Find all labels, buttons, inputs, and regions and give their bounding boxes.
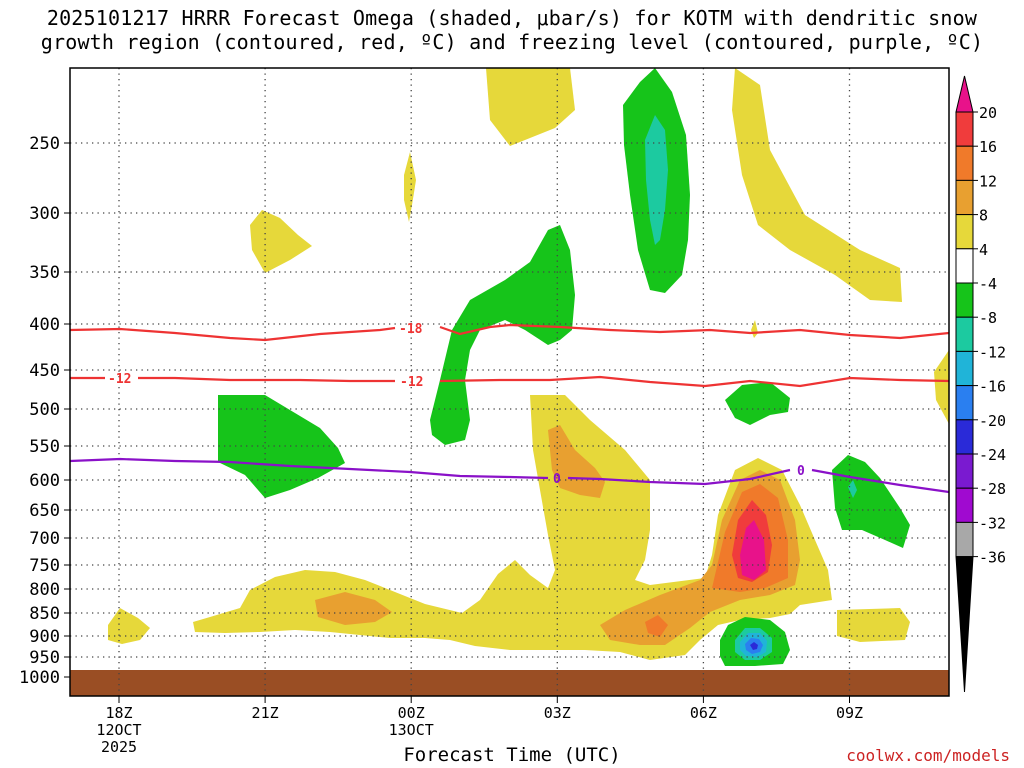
shade-yellow-spike-270 bbox=[404, 152, 416, 222]
contour-minus-18 bbox=[70, 323, 949, 342]
shade-yellow-spec-410 bbox=[751, 320, 758, 338]
shade-yellow-top-left bbox=[486, 68, 575, 146]
contour-label-minus-12-mid: -12 bbox=[400, 375, 423, 390]
pressure-tick-label: 300 bbox=[29, 204, 60, 224]
ground-below-surface bbox=[70, 670, 949, 696]
shade-8-12-b bbox=[315, 592, 392, 625]
pressure-tick-label: 650 bbox=[29, 501, 60, 521]
colorbar-segment bbox=[955, 385, 974, 421]
colorbar-segment bbox=[955, 145, 974, 181]
time-tick-label: 13OCT bbox=[389, 721, 434, 739]
colorbar-segment bbox=[955, 282, 974, 318]
colorbar-segment bbox=[955, 179, 974, 216]
shade-green-mid-right bbox=[725, 382, 790, 425]
time-tick-label: 06Z bbox=[690, 704, 717, 722]
contour-zero-freezing-level bbox=[70, 457, 949, 494]
colorbar-segment bbox=[955, 248, 974, 284]
colorbar-label: -24 bbox=[979, 446, 1006, 464]
colorbar-label: -20 bbox=[979, 412, 1006, 430]
colorbar-top-arrow bbox=[955, 75, 974, 113]
colorbar-label: -32 bbox=[979, 514, 1006, 532]
omega-shading bbox=[70, 68, 949, 696]
shade-green-left bbox=[218, 395, 345, 498]
shade-yellow-right-edge bbox=[934, 350, 949, 424]
time-tick-label: 21Z bbox=[252, 704, 279, 722]
shade-teal-top bbox=[645, 115, 668, 245]
colorbar-segment bbox=[955, 350, 974, 387]
pressure-tick-label: 400 bbox=[29, 315, 60, 335]
grid-lines bbox=[70, 68, 949, 696]
shade-yellow-lower-right bbox=[837, 608, 910, 642]
time-tick-label: 2025 bbox=[101, 738, 137, 756]
time-tick-label: 18Z bbox=[105, 704, 132, 722]
pressure-tick-label: 550 bbox=[29, 437, 60, 457]
contour-label-minus-18: -18 bbox=[399, 322, 423, 337]
shade-green-hook bbox=[430, 225, 575, 445]
shade-teal-right bbox=[848, 480, 857, 498]
x-axis-title: Forecast Time (UTC) bbox=[403, 744, 621, 766]
colorbar-label: -16 bbox=[979, 378, 1006, 396]
pressure-tick-label: 500 bbox=[29, 400, 60, 420]
contour-minus-12 bbox=[70, 375, 949, 388]
contour-labels: -18 -12 -12 0 0 bbox=[108, 322, 805, 487]
colorbar-label: -36 bbox=[979, 549, 1006, 567]
chart-title: 2025101217 HRRR Forecast Omega (shaded, … bbox=[0, 6, 1024, 54]
pressure-tick-label: 250 bbox=[29, 134, 60, 154]
time-tick-label: 00Z bbox=[398, 704, 425, 722]
shade-yellow-top-right bbox=[732, 68, 902, 302]
colorbar-label: 12 bbox=[979, 172, 997, 190]
pressure-tick-label: 900 bbox=[29, 627, 60, 647]
colorbar-segment bbox=[955, 453, 974, 489]
shade-yellow-small-300 bbox=[250, 210, 312, 273]
colorbar-label: 4 bbox=[979, 241, 988, 259]
pressure-tick-label: 600 bbox=[29, 471, 60, 491]
pressure-tick-label: 450 bbox=[29, 361, 60, 381]
colorbar-segment bbox=[955, 487, 974, 523]
colorbar-label: -12 bbox=[979, 343, 1006, 361]
colorbar-segment bbox=[955, 419, 974, 455]
colorbar-segment bbox=[955, 111, 974, 147]
pressure-tick-label: 750 bbox=[29, 556, 60, 576]
time-tick-label: 09Z bbox=[836, 704, 863, 722]
pressure-axis: 250 300 350 400 450 500 550 600 650 700 750 800 850 9… bbox=[19, 134, 70, 688]
colorbar-segment bbox=[955, 214, 974, 250]
colorbar: 20 16 12 8 4 -4 -8 -12 -16 -20 -24 -28 -32 -36 bbox=[955, 75, 1006, 693]
title-line-1: 2025101217 HRRR Forecast Omega (shaded, … bbox=[46, 6, 978, 30]
colorbar-label: -4 bbox=[979, 275, 997, 293]
contour-label-zero-b: 0 bbox=[797, 464, 805, 479]
pressure-tick-label: 850 bbox=[29, 604, 60, 624]
shade-green-right bbox=[832, 455, 910, 548]
pressure-tick-label: 350 bbox=[29, 263, 60, 283]
colorbar-label: 16 bbox=[979, 138, 997, 156]
pressure-tick-label: 700 bbox=[29, 529, 60, 549]
plot-frame bbox=[69, 67, 950, 697]
time-tick-label: 03Z bbox=[544, 704, 571, 722]
colorbar-label: -28 bbox=[979, 480, 1006, 498]
colorbar-bottom-arrow bbox=[955, 556, 974, 693]
credit-link[interactable]: coolwx.com/models bbox=[846, 746, 1010, 765]
pressure-tick-label: 950 bbox=[29, 648, 60, 668]
colorbar-label: 8 bbox=[979, 207, 988, 225]
colorbar-segment bbox=[955, 316, 974, 352]
shade-darkblue-bottom bbox=[750, 642, 758, 650]
time-tick-label: 12OCT bbox=[96, 721, 141, 739]
pressure-tick-label: 1000 bbox=[19, 668, 60, 688]
pressure-tick-label: 800 bbox=[29, 580, 60, 600]
colorbar-label: 20 bbox=[979, 104, 997, 122]
title-line-2: growth region (contoured, red, ºC) and f… bbox=[40, 30, 984, 54]
temperature-contours bbox=[70, 323, 949, 494]
colorbar-segment bbox=[955, 521, 974, 558]
colorbar-label: -8 bbox=[979, 309, 997, 327]
contour-label-zero-a: 0 bbox=[553, 472, 561, 487]
shade-12-16-b bbox=[645, 615, 668, 637]
contour-label-minus-12-left: -12 bbox=[108, 372, 131, 387]
